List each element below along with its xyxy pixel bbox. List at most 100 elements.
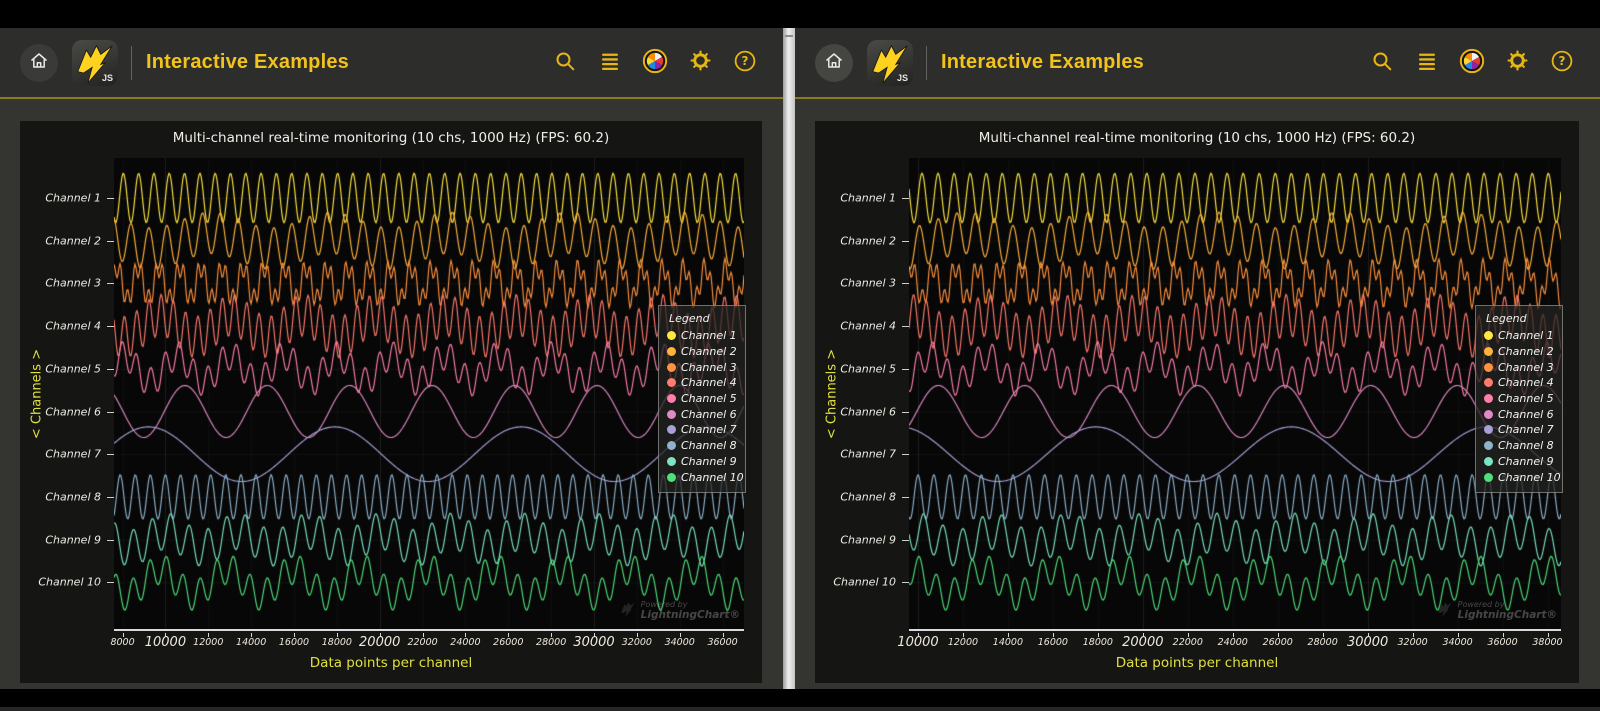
legend-item[interactable]: Channel 4 bbox=[1484, 375, 1554, 391]
channel-label: Channel 1 bbox=[840, 191, 896, 205]
splitter-grip[interactable] bbox=[785, 28, 793, 37]
legend-box[interactable]: Legend Channel 1 Channel 2 Channel 3 Channe… bbox=[658, 305, 746, 493]
search-icon bbox=[1371, 50, 1393, 76]
legend-dot bbox=[1484, 409, 1493, 419]
legend-label: Channel 6 bbox=[1498, 407, 1554, 421]
channel-tick bbox=[107, 326, 114, 328]
help-button[interactable]: ? bbox=[727, 45, 763, 81]
channel-tick bbox=[107, 496, 114, 498]
x-axis-title[interactable]: Data points per channel bbox=[309, 655, 473, 671]
x-tick-label: 28000 bbox=[536, 637, 567, 648]
settings-button[interactable] bbox=[1499, 45, 1535, 81]
theme-color-wheel-icon bbox=[642, 48, 668, 78]
legend-items: Channel 1 Channel 2 Channel 3 Channel 4 Chan… bbox=[1484, 328, 1561, 485]
channel-label: Channel 4 bbox=[840, 319, 896, 333]
x-tick-mark bbox=[917, 633, 919, 637]
channel-label: Channel 8 bbox=[45, 490, 101, 504]
x-tick-label: 12000 bbox=[947, 637, 979, 648]
x-tick-mark bbox=[1412, 633, 1414, 637]
theme-button[interactable] bbox=[1454, 45, 1490, 81]
legend-box[interactable]: Legend Channel 1 Channel 2 Channel 3 Channe… bbox=[1475, 305, 1563, 493]
x-tick-label: 20000 bbox=[359, 635, 401, 650]
app-header: JS Interactive Examples bbox=[0, 28, 783, 99]
search-icon bbox=[554, 50, 576, 76]
x-tick-label: 34000 bbox=[1442, 637, 1473, 648]
legend-item[interactable]: Channel 10 bbox=[1484, 469, 1561, 485]
svg-text:?: ? bbox=[1559, 54, 1566, 68]
legend-item[interactable]: Channel 10 bbox=[667, 469, 744, 485]
legend-item[interactable]: Channel 1 bbox=[1484, 328, 1554, 344]
x-tick-mark bbox=[422, 633, 424, 637]
legend-item[interactable]: Channel 8 bbox=[1484, 438, 1554, 454]
x-tick-label: 30000 bbox=[1346, 635, 1389, 650]
home-button[interactable] bbox=[20, 43, 58, 82]
series-canvas[interactable] bbox=[114, 158, 744, 629]
legend-item[interactable]: Channel 6 bbox=[667, 406, 737, 422]
channel-label: Channel 7 bbox=[840, 447, 896, 461]
x-tick-mark bbox=[208, 633, 210, 637]
legend-item[interactable]: Channel 7 bbox=[1484, 422, 1554, 438]
chart-container: Multi-channel real-time monitoring (10 c… bbox=[20, 121, 762, 683]
home-icon bbox=[823, 50, 845, 76]
legend-item[interactable]: Channel 3 bbox=[667, 359, 737, 375]
settings-button[interactable] bbox=[682, 45, 718, 81]
examples-list-button[interactable] bbox=[592, 45, 628, 81]
x-axis-ticks[interactable]: 8000 10000 12000 14000 16000 18000 20000 22000 2… bbox=[110, 633, 744, 655]
channel-label: Channel 8 bbox=[840, 490, 896, 504]
svg-text:?: ? bbox=[742, 54, 749, 68]
legend-label: Channel 4 bbox=[1498, 376, 1554, 390]
channel-tick bbox=[902, 283, 909, 285]
legend-label: Channel 3 bbox=[681, 360, 737, 374]
legend-item[interactable]: Channel 2 bbox=[1484, 344, 1554, 360]
legend-item[interactable]: Channel 2 bbox=[667, 344, 737, 360]
home-button[interactable] bbox=[815, 43, 853, 82]
channel-tick bbox=[902, 198, 909, 199]
legend-label: Channel 2 bbox=[681, 345, 737, 359]
x-tick-mark bbox=[636, 633, 638, 637]
help-button[interactable]: ? bbox=[1544, 45, 1580, 81]
legend-item[interactable]: Channel 8 bbox=[667, 438, 737, 454]
search-button[interactable] bbox=[547, 45, 583, 81]
legend-item[interactable]: Channel 9 bbox=[667, 454, 737, 470]
legend-item[interactable]: Channel 7 bbox=[667, 422, 737, 438]
x-tick-mark bbox=[1322, 633, 1324, 637]
legend-item[interactable]: Channel 3 bbox=[1484, 359, 1554, 375]
legend-dot bbox=[667, 409, 676, 419]
channel-tick bbox=[902, 326, 909, 328]
x-tick-label: 16000 bbox=[278, 637, 310, 648]
examples-list-button[interactable] bbox=[1409, 45, 1445, 81]
legend-label: Channel 9 bbox=[681, 454, 737, 468]
x-axis-ticks[interactable]: 10000 12000 14000 16000 18000 20000 22000 24000… bbox=[897, 633, 1563, 655]
legend-dot bbox=[1484, 472, 1493, 482]
legend-items: Channel 1 Channel 2 Channel 3 Channel 4 Chan… bbox=[667, 328, 744, 485]
legend-item[interactable]: Channel 9 bbox=[1484, 454, 1554, 470]
channel-label: Channel 5 bbox=[45, 362, 101, 376]
legend-item[interactable]: Channel 4 bbox=[667, 375, 737, 391]
channel-label: Channel 3 bbox=[45, 276, 101, 290]
theme-button[interactable] bbox=[637, 45, 673, 81]
channel-tick bbox=[902, 496, 909, 498]
x-tick-label: 24000 bbox=[1217, 637, 1248, 648]
legend-dot bbox=[667, 378, 676, 388]
x-tick-label: 38000 bbox=[1532, 637, 1563, 648]
search-button[interactable] bbox=[1364, 45, 1400, 81]
legend-item[interactable]: Channel 6 bbox=[1484, 406, 1554, 422]
lightningchart-logo[interactable]: JS bbox=[72, 39, 118, 86]
lightningchart-logo[interactable]: JS bbox=[867, 39, 913, 86]
legend-dot bbox=[667, 425, 676, 435]
legend-item[interactable]: Channel 5 bbox=[1484, 391, 1554, 407]
legend-item[interactable]: Channel 1 bbox=[667, 328, 737, 344]
browser-window-right: JS Interactive Examples bbox=[795, 28, 1600, 689]
legend-label: Channel 5 bbox=[1498, 392, 1554, 406]
window-splitter[interactable] bbox=[783, 28, 795, 689]
legend-item[interactable]: Channel 5 bbox=[667, 391, 737, 407]
legend-label: Channel 7 bbox=[681, 423, 737, 437]
x-tick-mark bbox=[379, 633, 381, 637]
channel-tick bbox=[107, 539, 114, 541]
series-canvas[interactable] bbox=[909, 158, 1561, 629]
plot-area[interactable]: Legend Channel 1 Channel 2 Channel 3 Channe… bbox=[114, 158, 746, 631]
x-axis-title[interactable]: Data points per channel bbox=[1115, 655, 1279, 671]
x-tick-mark bbox=[1277, 633, 1279, 637]
plot-area[interactable]: Legend Channel 1 Channel 2 Channel 3 Channe… bbox=[909, 158, 1563, 631]
watermark-line2: LightningChart® bbox=[640, 608, 740, 621]
